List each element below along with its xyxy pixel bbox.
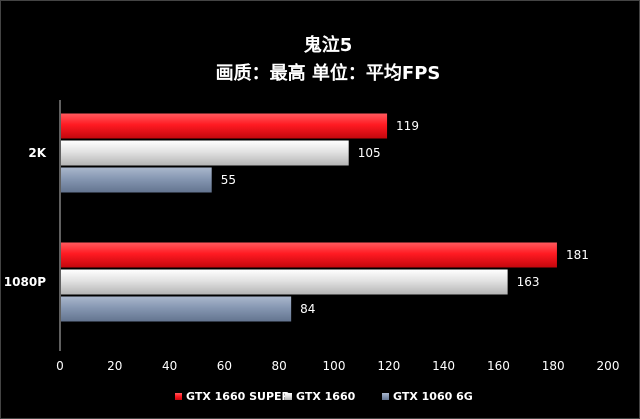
x-tick-label: 40 <box>162 359 177 373</box>
legend: GTX 1660 SUPER GTX 1660 GTX 1060 6G <box>175 390 473 403</box>
bar-value-label: 163 <box>517 275 540 289</box>
legend-label: GTX 1660 SUPER <box>186 390 291 403</box>
plot-area: 0 20 40 60 80 100 120 140 160 180 200 2K 119 105 55 108… <box>4 100 620 373</box>
bar-value-label: 119 <box>396 119 419 133</box>
x-tick-label: 0 <box>56 359 64 373</box>
legend-swatch <box>175 393 182 400</box>
bar-gtx-1660-super <box>61 113 388 139</box>
x-tick-label: 140 <box>432 359 455 373</box>
y-category-label: 2K <box>28 146 46 160</box>
bar-gtx-1660-super <box>61 242 557 268</box>
bar-value-label: 105 <box>358 146 381 160</box>
x-tick-label: 120 <box>377 359 400 373</box>
x-tick-label: 180 <box>542 359 565 373</box>
x-tick-label: 60 <box>217 359 232 373</box>
bar-gtx-1660 <box>61 269 508 295</box>
bar-gtx-1660 <box>61 140 349 166</box>
legend-swatch <box>285 393 292 400</box>
bar-value-label: 84 <box>300 302 315 316</box>
x-tick-label: 160 <box>487 359 510 373</box>
y-category-label: 1080P <box>4 275 46 289</box>
legend-label: GTX 1060 6G <box>393 390 473 403</box>
legend-swatch <box>382 393 389 400</box>
x-tick-label: 100 <box>323 359 346 373</box>
chart-title: 鬼泣5 <box>304 34 353 56</box>
bar-value-label: 181 <box>566 248 589 262</box>
chart-subtitle: 画质：最高 单位：平均FPS <box>216 62 441 84</box>
x-tick-label: 80 <box>272 359 287 373</box>
bar-gtx-1060-6g <box>61 167 212 193</box>
x-tick-label: 20 <box>107 359 122 373</box>
legend-label: GTX 1660 <box>296 390 356 403</box>
bar-value-label: 55 <box>221 173 236 187</box>
bar-gtx-1060-6g <box>61 296 292 322</box>
x-tick-label: 200 <box>597 359 620 373</box>
